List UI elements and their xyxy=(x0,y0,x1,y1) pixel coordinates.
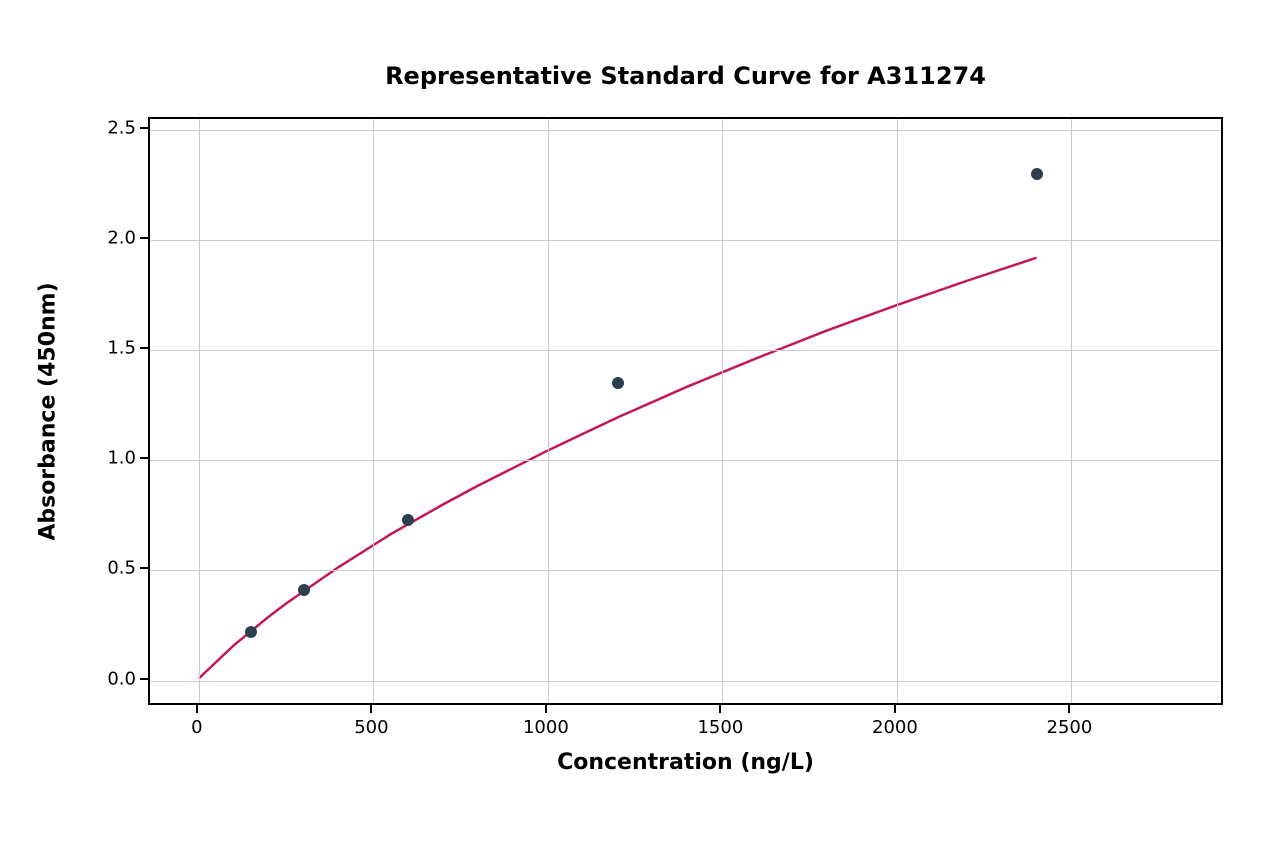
x-tick xyxy=(894,705,896,713)
y-tick-label: 1.0 xyxy=(100,448,136,469)
y-tick-label: 1.5 xyxy=(100,338,136,359)
gridline-vertical xyxy=(548,119,549,703)
y-axis-label: Absorbance (450nm) xyxy=(36,118,61,706)
y-tick-label: 0.5 xyxy=(100,558,136,579)
y-tick xyxy=(140,567,148,569)
data-marker xyxy=(1031,168,1043,180)
x-tick-label: 2000 xyxy=(872,717,918,738)
y-tick-label: 0.0 xyxy=(100,668,136,689)
y-tick xyxy=(140,678,148,680)
x-tick-label: 500 xyxy=(354,717,388,738)
gridline-horizontal xyxy=(150,460,1221,461)
curve-path xyxy=(199,258,1037,679)
data-marker xyxy=(612,377,624,389)
gridline-vertical xyxy=(1071,119,1072,703)
x-tick xyxy=(370,705,372,713)
gridline-horizontal xyxy=(150,350,1221,351)
y-tick xyxy=(140,347,148,349)
data-marker xyxy=(402,514,414,526)
gridline-vertical xyxy=(373,119,374,703)
y-tick xyxy=(140,237,148,239)
x-tick xyxy=(1068,705,1070,713)
data-marker xyxy=(298,584,310,596)
gridline-horizontal xyxy=(150,681,1221,682)
fitted-curve xyxy=(150,119,1225,707)
x-tick xyxy=(719,705,721,713)
data-marker xyxy=(245,626,257,638)
x-tick xyxy=(196,705,198,713)
y-tick xyxy=(140,457,148,459)
y-tick-label: 2.0 xyxy=(100,228,136,249)
gridline-vertical xyxy=(722,119,723,703)
x-tick-label: 1500 xyxy=(697,717,743,738)
x-tick-label: 1000 xyxy=(523,717,569,738)
gridline-vertical xyxy=(199,119,200,703)
x-tick-label: 0 xyxy=(191,717,202,738)
gridline-horizontal xyxy=(150,240,1221,241)
chart-container: Representative Standard Curve for A31127… xyxy=(0,0,1280,845)
gridline-horizontal xyxy=(150,570,1221,571)
y-tick-label: 2.5 xyxy=(100,118,136,139)
plot-area xyxy=(148,117,1223,705)
x-tick xyxy=(545,705,547,713)
chart-title: Representative Standard Curve for A31127… xyxy=(148,62,1223,90)
x-tick-label: 2500 xyxy=(1047,717,1093,738)
gridline-horizontal xyxy=(150,130,1221,131)
gridline-vertical xyxy=(897,119,898,703)
y-tick xyxy=(140,127,148,129)
x-axis-label: Concentration (ng/L) xyxy=(148,750,1223,775)
